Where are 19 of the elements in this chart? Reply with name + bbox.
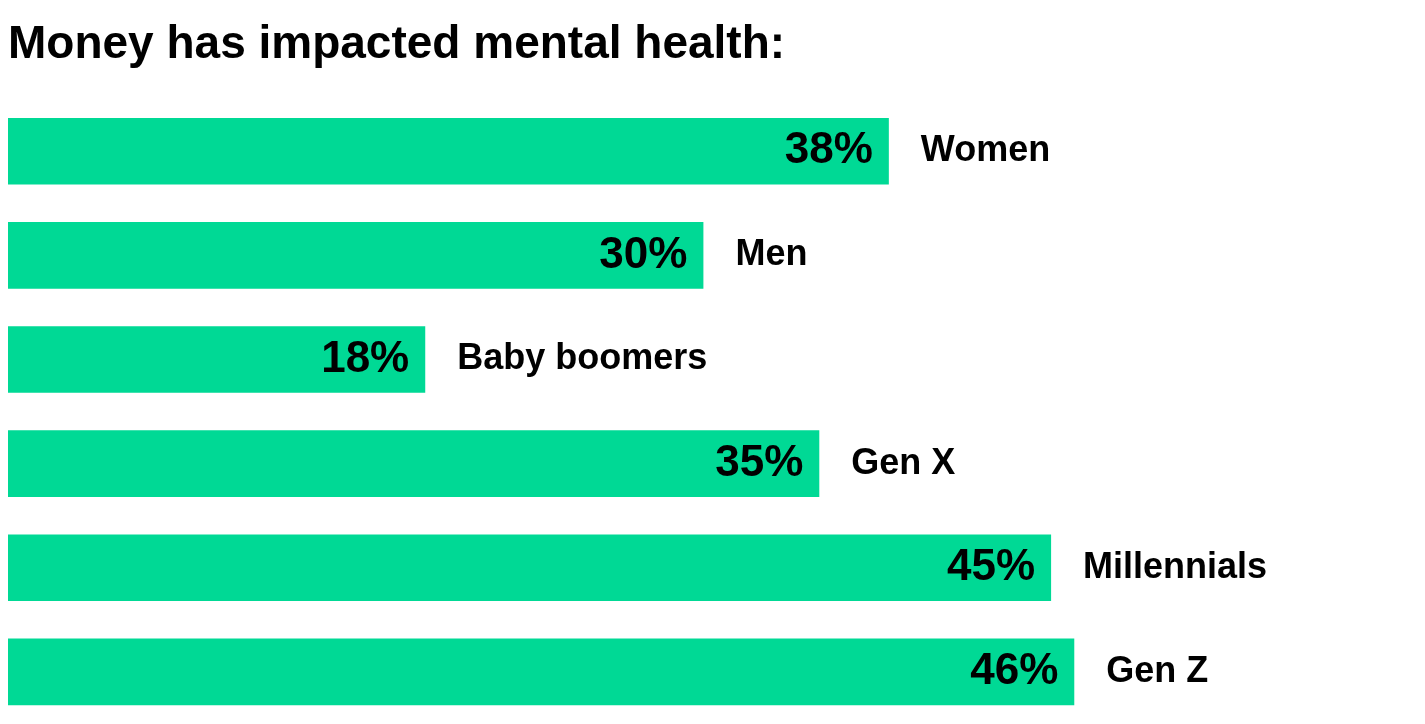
bar	[8, 430, 820, 497]
chart-title: Money has impacted mental health:	[8, 16, 786, 69]
y-tick-label: Gen Z	[1106, 648, 1209, 690]
data-label: 46%	[970, 644, 1059, 694]
bar	[8, 534, 1052, 602]
data-label: 38%	[784, 123, 873, 173]
data-label: 30%	[599, 227, 688, 277]
bar	[8, 326, 426, 393]
data-label: 35%	[715, 435, 804, 485]
y-tick-label: Millennials	[1083, 544, 1268, 586]
data-label: 18%	[321, 331, 410, 381]
bar	[8, 638, 1075, 706]
y-tick-label: Gen X	[851, 440, 956, 482]
data-label: 45%	[947, 539, 1036, 589]
bar	[8, 117, 889, 185]
y-tick-label: Women	[920, 128, 1051, 170]
bar	[8, 222, 704, 289]
y-tick-label: Baby boomers	[457, 336, 708, 378]
y-tick-label: Men	[735, 232, 808, 274]
